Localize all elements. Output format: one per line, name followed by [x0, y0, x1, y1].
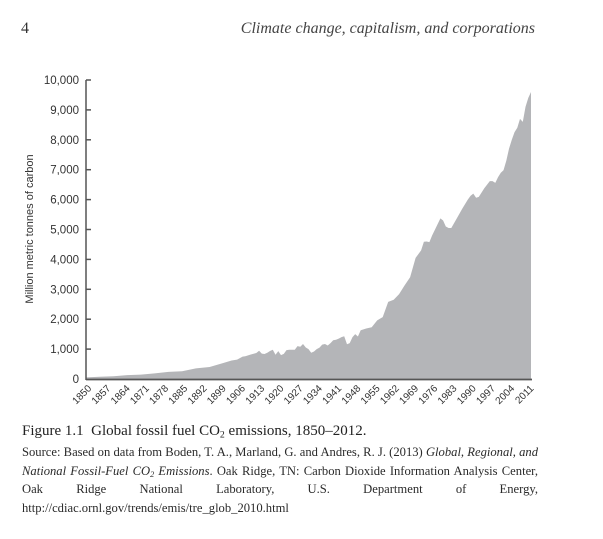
- x-tick-label: 1899: [205, 383, 229, 407]
- y-tick-label: 3,000: [50, 284, 79, 296]
- x-axis-ticks: 1850185718641871187818851892189919061913…: [71, 383, 537, 407]
- y-tick-label: 1,000: [50, 344, 79, 356]
- y-tick-label: 5,000: [50, 225, 79, 237]
- y-tick-label: 4,000: [50, 254, 79, 266]
- y-axis-ticks: 0 1,000 2,000 3,000 4,000 5,000 6,000 7,000 8,00…: [44, 75, 91, 386]
- x-tick-label: 1990: [455, 383, 479, 407]
- x-tick-label: 1920: [263, 383, 287, 407]
- x-tick-label: 1885: [167, 383, 191, 407]
- figure-caption: Figure 1.1 Global fossil fuel CO2 emissi…: [22, 423, 538, 440]
- x-tick-label: 1906: [224, 383, 248, 407]
- y-tick-label: 7,000: [50, 165, 79, 177]
- y-tick-label: 6,000: [50, 195, 79, 207]
- figure-label: Figure 1.1: [22, 423, 84, 439]
- x-tick-label: 1969: [398, 383, 422, 407]
- x-tick-label: 1864: [109, 383, 133, 407]
- y-axis-title: Million metric tonnes of carbon: [24, 154, 36, 303]
- figure-source: Source: Based on data from Boden, T. A.,…: [22, 445, 538, 515]
- x-tick-label: 1934: [301, 383, 325, 407]
- x-tick-label: 1983: [436, 383, 460, 407]
- x-tick-label: 1997: [474, 383, 498, 407]
- x-tick-label: 2011: [513, 383, 536, 406]
- running-head: Climate change, capitalism, and corporat…: [240, 20, 535, 37]
- page-number: 4: [21, 20, 29, 37]
- x-tick-label: 2004: [494, 383, 518, 407]
- chart: 0 1,000 2,000 3,000 4,000 5,000 6,000 7,000 8,00…: [24, 75, 537, 407]
- y-tick-label: 10,000: [44, 75, 79, 87]
- x-tick-label: 1878: [148, 383, 172, 407]
- x-tick-label: 1871: [128, 383, 152, 407]
- x-tick-label: 1892: [186, 383, 210, 407]
- y-tick-label: 8,000: [50, 135, 79, 147]
- x-tick-label: 1850: [71, 383, 95, 407]
- x-tick-label: 1955: [359, 383, 383, 407]
- y-tick-label: 2,000: [50, 314, 79, 326]
- x-tick-label: 1941: [321, 383, 345, 407]
- emissions-area: [86, 92, 531, 379]
- figure-title: Global fossil fuel CO2 emissions, 1850–2…: [91, 423, 367, 441]
- x-tick-label: 1913: [244, 383, 268, 407]
- y-tick-label: 0: [73, 374, 79, 386]
- x-tick-label: 1962: [378, 383, 402, 407]
- x-tick-label: 1857: [90, 383, 114, 407]
- x-tick-label: 1976: [417, 383, 441, 407]
- y-tick-label: 9,000: [50, 105, 79, 117]
- x-tick-label: 1927: [282, 383, 306, 407]
- x-tick-label: 1948: [340, 383, 364, 407]
